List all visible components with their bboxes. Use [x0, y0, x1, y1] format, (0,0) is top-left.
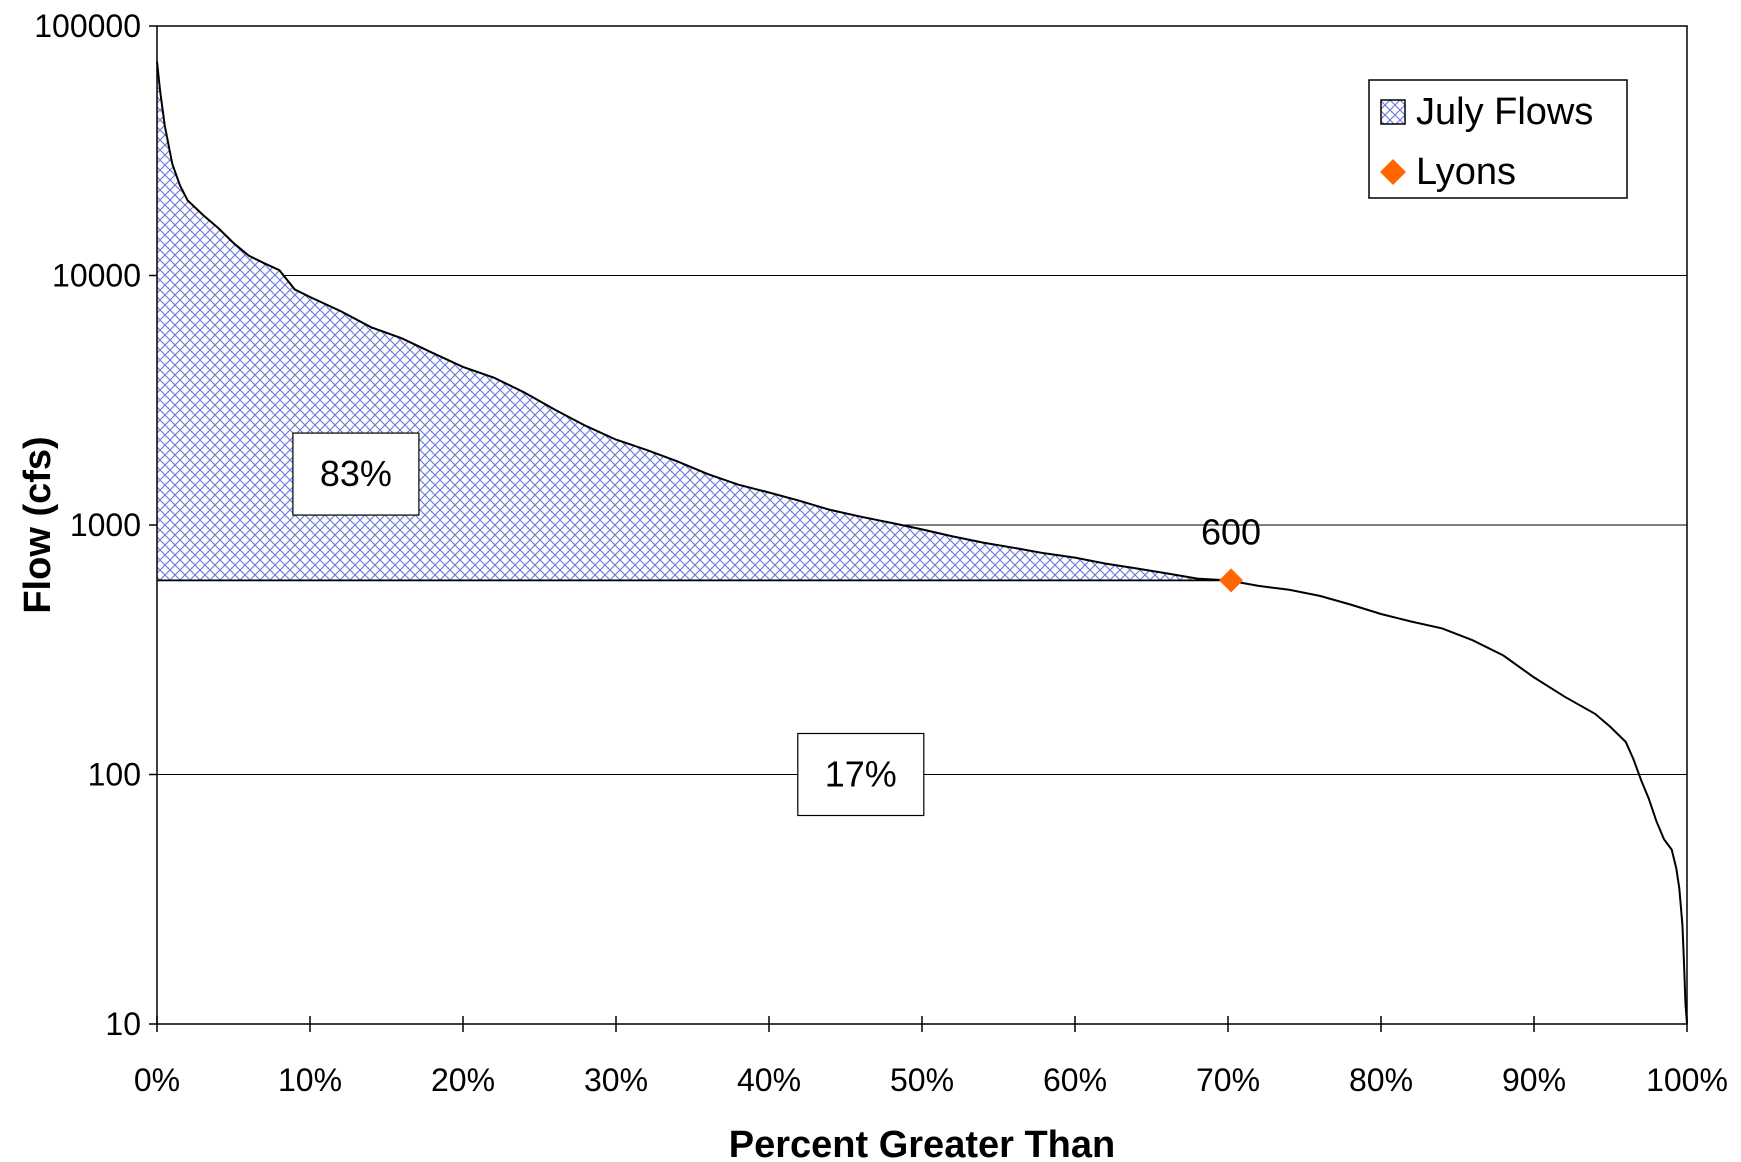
- legend: July Flows Lyons: [1368, 79, 1628, 199]
- x-tick-label: 90%: [1502, 1062, 1566, 1098]
- y-tick-label: 1000: [70, 507, 141, 543]
- flow-curve-layer: [156, 61, 1688, 1025]
- y-axis: 10 100 1000 10000 100000: [34, 8, 157, 1042]
- y-tick-label: 10: [105, 1006, 141, 1042]
- annotation-label: 17%: [825, 754, 897, 795]
- x-tick-label: 10%: [278, 1062, 342, 1098]
- annotation-value-label: 600: [1201, 511, 1261, 552]
- y-tick-label: 10000: [52, 258, 141, 294]
- x-tick-label: 50%: [890, 1062, 954, 1098]
- x-tick-label: 30%: [584, 1062, 648, 1098]
- x-axis: 0% 10% 20% 30% 40% 50% 60% 70% 80% 90% 100%: [134, 1016, 1728, 1098]
- y-axis-title: Flow (cfs): [17, 436, 59, 613]
- lyons-marker: [1219, 568, 1244, 593]
- annotation-label: 83%: [320, 453, 392, 494]
- x-tick-label: 60%: [1043, 1062, 1107, 1098]
- fill-area-layer: [157, 61, 1228, 582]
- x-tick-label: 20%: [431, 1062, 495, 1098]
- annotation-box: [292, 432, 420, 516]
- legend-label-lyons: Lyons: [1416, 151, 1516, 193]
- x-tick-label: 40%: [737, 1062, 801, 1098]
- july-flows-curve: [156, 61, 1688, 1025]
- legend-box: [1368, 79, 1628, 199]
- markers: [1219, 568, 1244, 593]
- x-tick-label: 80%: [1349, 1062, 1413, 1098]
- y-tick-label: 100000: [34, 8, 141, 44]
- legend-label-july-flows: July Flows: [1416, 91, 1593, 133]
- legend-marker-lyons: [1380, 159, 1406, 185]
- july-flows-area: [157, 61, 1228, 581]
- y-tick-label: 100: [88, 757, 141, 793]
- annotation-box: [797, 732, 925, 817]
- x-tick-label: 100%: [1646, 1062, 1728, 1098]
- legend-swatch-july-flows: [1380, 99, 1406, 125]
- x-axis-title: Percent Greater Than: [729, 1124, 1115, 1162]
- x-tick-label: 0%: [134, 1062, 180, 1098]
- annotations: 83% 17% 600: [292, 432, 1261, 817]
- x-tick-label: 70%: [1196, 1062, 1260, 1098]
